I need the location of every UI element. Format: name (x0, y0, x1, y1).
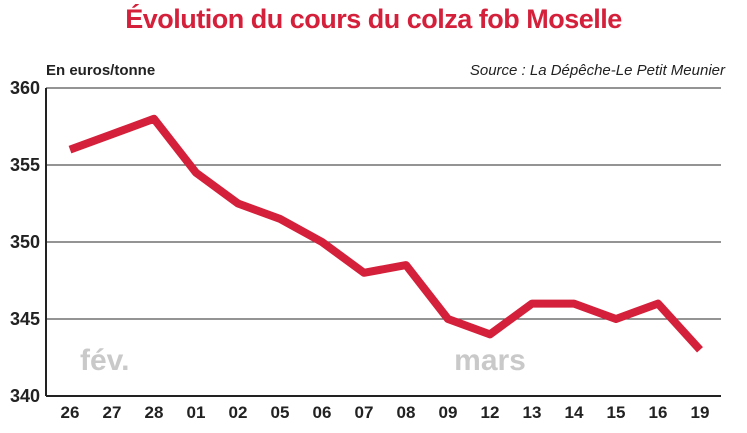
x-tick-label: 16 (649, 403, 668, 422)
x-tick-label: 15 (607, 403, 626, 422)
month-labels: fév. mars (80, 344, 526, 377)
y-axis-unit-label: En euros/tonne (46, 62, 156, 79)
y-tick-label: 360 (10, 78, 40, 98)
x-tick-label: 08 (397, 403, 416, 422)
x-tick-label: 05 (271, 403, 290, 422)
month-label: fév. (80, 344, 129, 377)
series-group (68, 114, 703, 353)
source-label: Source : La Dépêche-Le Petit Meunier (469, 62, 725, 79)
x-tick-label: 26 (61, 403, 80, 422)
x-tick-label: 13 (523, 403, 542, 422)
x-tick-label: 01 (187, 403, 206, 422)
grid-lines (46, 87, 721, 320)
x-tick-label: 12 (481, 403, 500, 422)
y-tick-label: 350 (10, 232, 40, 252)
y-tick-label: 355 (10, 155, 40, 175)
x-tick-label: 06 (313, 403, 332, 422)
x-tick-label: 28 (145, 403, 164, 422)
y-tick-label: 340 (10, 386, 40, 406)
month-label: mars (454, 344, 526, 377)
x-tick-label: 09 (439, 403, 458, 422)
x-tick-label: 02 (229, 403, 248, 422)
chart-title: Évolution du cours du colza fob Moselle (125, 4, 622, 34)
series-line (68, 114, 703, 353)
axes (45, 88, 721, 397)
x-tick-label: 19 (691, 403, 710, 422)
x-tick-label: 07 (355, 403, 374, 422)
x-tick-labels: 26 27 28 01 02 05 06 07 08 09 12 13 14 15 16 19 (61, 403, 710, 422)
y-tick-labels: 340 345 350 355 360 (10, 78, 40, 406)
x-tick-label: 14 (565, 403, 584, 422)
y-tick-label: 345 (10, 309, 40, 329)
x-tick-label: 27 (103, 403, 122, 422)
